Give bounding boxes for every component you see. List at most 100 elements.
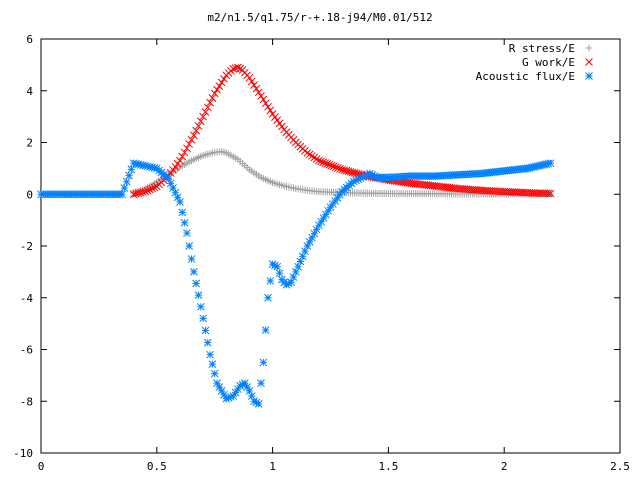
series-1 [130, 148, 555, 198]
data-point [213, 85, 221, 94]
data-point [236, 64, 245, 73]
data-point [210, 89, 219, 98]
data-point [329, 162, 338, 171]
data-point [544, 189, 553, 198]
data-point [266, 106, 275, 115]
data-point [310, 153, 319, 162]
data-point [129, 190, 138, 199]
data-point [173, 159, 182, 168]
data-point [327, 161, 336, 170]
data-point [118, 190, 126, 199]
data-point [171, 162, 180, 171]
data-point [196, 117, 205, 126]
x-tick-label: 0 [38, 460, 45, 473]
data-point [259, 358, 268, 367]
data-point [141, 187, 150, 196]
data-point [122, 177, 131, 186]
data-point [208, 94, 217, 102]
data-point [180, 218, 189, 227]
data-point [143, 186, 152, 195]
data-point [220, 390, 228, 399]
data-point [254, 399, 263, 408]
x-tick-label: 2.5 [610, 460, 630, 473]
data-point [305, 150, 314, 159]
y-tick-label: -4 [20, 292, 34, 305]
data-point [194, 122, 203, 130]
data-point [245, 73, 254, 82]
x-tick-label: 0.5 [147, 460, 167, 473]
data-point [271, 113, 279, 121]
data-point [325, 160, 334, 169]
data-point [185, 140, 194, 148]
y-tick-label: -6 [20, 344, 33, 357]
data-point [192, 126, 201, 135]
data-point [169, 166, 177, 174]
data-point [187, 255, 196, 263]
data-point [139, 188, 147, 197]
data-point [206, 350, 214, 359]
legend-marker [585, 58, 593, 66]
legend-label: G work/E [522, 56, 575, 69]
data-point [136, 188, 145, 197]
data-point [134, 189, 143, 198]
legend-marker [585, 72, 593, 80]
y-tick-label: 6 [26, 33, 33, 46]
data-point [178, 152, 187, 161]
x-tick-label: 2 [501, 460, 508, 473]
data-point [264, 102, 272, 111]
data-point [201, 108, 210, 116]
data-point [215, 82, 224, 90]
data-point [190, 268, 198, 276]
data-point [315, 156, 323, 165]
data-point [310, 229, 319, 238]
data-point [321, 159, 330, 167]
data-point [150, 183, 159, 192]
data-point [194, 291, 203, 300]
data-point [185, 242, 194, 250]
data-point [308, 152, 316, 160]
data-point [183, 144, 191, 153]
x-tick-label: 1.5 [378, 460, 398, 473]
data-point [127, 165, 136, 174]
series-2 [129, 63, 555, 199]
data-point [247, 77, 256, 86]
data-point [261, 99, 270, 108]
data-point [190, 131, 198, 140]
y-tick-label: -10 [13, 447, 33, 460]
data-point [180, 148, 189, 157]
data-point [317, 157, 325, 166]
data-point [125, 171, 133, 180]
data-point [278, 122, 286, 131]
data-point [273, 262, 282, 271]
data-point [257, 92, 265, 100]
data-point [201, 326, 210, 335]
data-point [132, 189, 140, 198]
data-point [187, 136, 196, 144]
data-point [259, 95, 268, 104]
y-tick-label: 0 [26, 188, 33, 201]
data-point [257, 379, 265, 387]
data-point [176, 156, 184, 165]
data-point [273, 116, 282, 125]
data-point [334, 164, 342, 172]
y-tick-label: 4 [26, 85, 33, 98]
data-marks [37, 63, 555, 408]
data-point [317, 217, 326, 226]
data-point [199, 112, 207, 121]
data-point [546, 189, 555, 198]
data-point [148, 184, 157, 193]
data-point [261, 326, 270, 334]
data-point [192, 279, 201, 288]
data-point [275, 269, 284, 278]
data-point [220, 74, 228, 83]
data-point [250, 81, 258, 89]
data-point [203, 338, 212, 347]
data-point [199, 314, 207, 323]
data-point [208, 360, 217, 369]
data-point [546, 159, 555, 168]
data-point [120, 184, 129, 192]
chart-title: m2/n1.5/q1.75/r-+.18-j94/M0.01/512 [207, 11, 432, 24]
y-tick-label: -8 [20, 395, 33, 408]
